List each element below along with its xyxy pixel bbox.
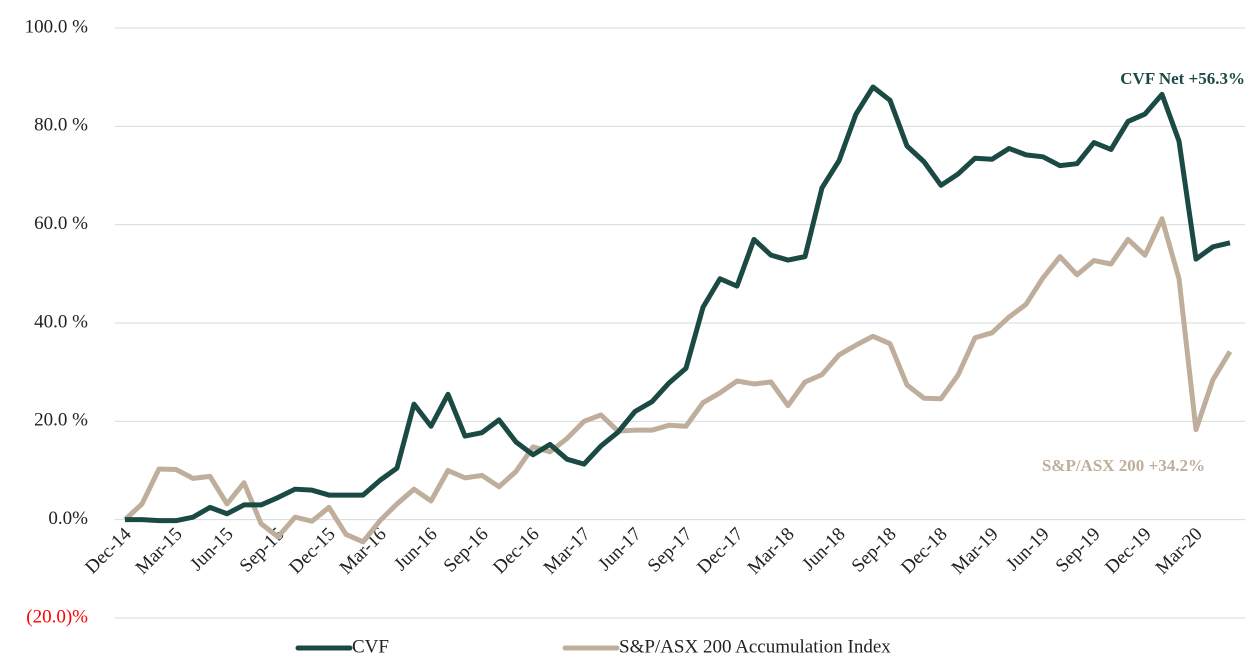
x-tick-label: Jun-15: [186, 524, 237, 575]
x-tick-label: Mar-15: [132, 524, 187, 579]
x-tick-label: Jun-17: [594, 524, 645, 575]
x-tick-label: Dec-15: [285, 524, 339, 578]
y-tick-label: 100.0 %: [25, 16, 89, 37]
y-tick-label: 80.0 %: [34, 115, 88, 136]
x-tick-label: Sep-16: [440, 524, 493, 577]
series-line: [125, 84, 1231, 524]
series-line: [123, 216, 1233, 545]
x-tick-label: Mar-19: [948, 524, 1003, 579]
x-tick-label: Jun-18: [798, 524, 849, 575]
y-tick-label: (20.0)%: [26, 606, 88, 627]
x-tick-label: Mar-20: [1152, 524, 1207, 579]
x-tick-label: Dec-17: [693, 524, 747, 578]
x-tick-label: Jun-16: [390, 524, 441, 575]
x-tick-label: Sep-17: [644, 524, 697, 577]
x-tick-label: Dec-19: [1101, 524, 1155, 578]
x-tick-label: Dec-14: [81, 523, 136, 578]
annotation: S&P/ASX 200 +34.2%: [1042, 456, 1205, 475]
x-tick-label: Mar-18: [744, 524, 799, 579]
y-tick-label: 20.0 %: [34, 410, 88, 431]
y-tick-label: 0.0%: [48, 508, 88, 529]
legend-label: CVF: [352, 636, 389, 657]
x-tick-label: Dec-16: [489, 524, 543, 578]
y-tick-label: 60.0 %: [34, 213, 88, 234]
x-tick-label: Jun-19: [1002, 524, 1053, 575]
x-tick-label: Mar-17: [540, 524, 595, 579]
legend-label: S&P/ASX 200 Accumulation Index: [619, 636, 891, 657]
y-tick-label: 40.0 %: [34, 311, 88, 332]
x-tick-label: Sep-18: [848, 524, 901, 577]
annotation: CVF Net +56.3%: [1120, 69, 1245, 88]
x-tick-label: Dec-18: [897, 524, 951, 578]
x-tick-label: Sep-19: [1052, 524, 1105, 577]
